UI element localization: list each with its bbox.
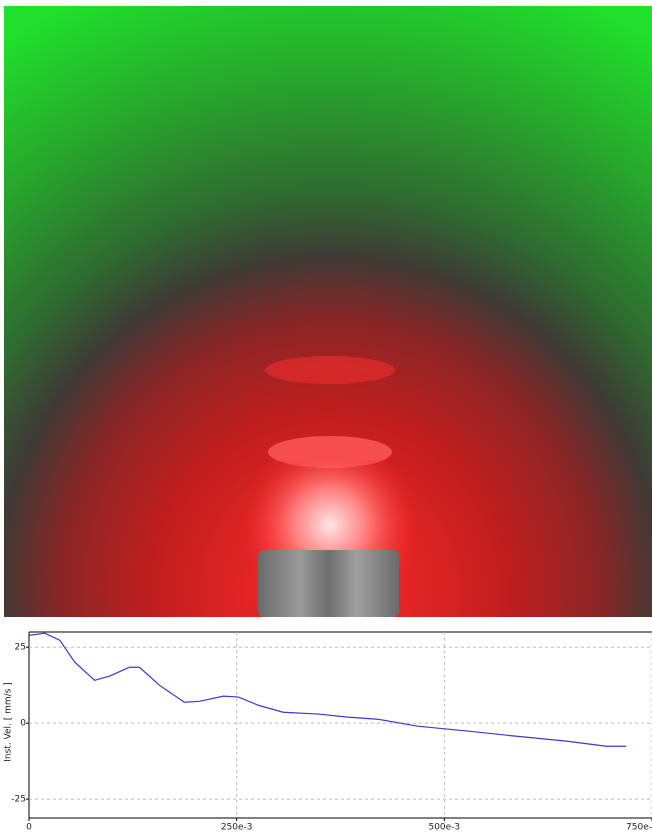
y-tick-label: -25	[11, 795, 26, 805]
page: Inst. Vel. [ mm/s ] 25 0 -25 0 250e-3 500e-3 7…	[0, 0, 652, 833]
chart-panel	[0, 625, 652, 833]
x-tick-label: 250e-3	[221, 823, 253, 833]
y-axis-label: Inst. Vel. [ mm/s ]	[4, 682, 14, 762]
x-tick-label: 0	[26, 823, 32, 833]
screen: Inst. Vel. [ mm/s ] 25 0 -25 0 250e-3 500e-3 7…	[0, 0, 652, 833]
hot-band	[265, 356, 395, 384]
flow-image	[4, 6, 652, 617]
x-tick-label: 750e-	[626, 823, 652, 833]
x-tick-label: 500e-3	[428, 823, 460, 833]
transducer	[258, 550, 399, 617]
y-tick-label: 0	[20, 719, 26, 729]
y-tick-label: 25	[15, 643, 26, 653]
